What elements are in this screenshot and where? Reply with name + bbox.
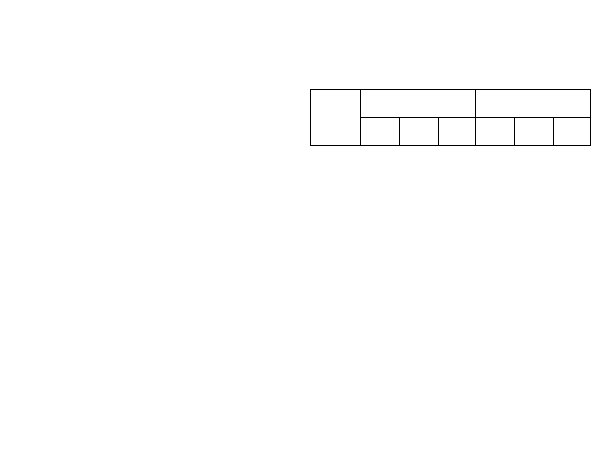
female-2015-header bbox=[514, 117, 554, 146]
unmarried-rate-line-chart bbox=[0, 82, 306, 428]
sub-header-row bbox=[311, 117, 591, 146]
corner-cell bbox=[310, 89, 361, 146]
age-table-section bbox=[310, 84, 596, 146]
unmarried-rate-chart-section bbox=[0, 82, 306, 428]
page-title bbox=[8, 0, 598, 31]
male-2015-header bbox=[399, 117, 439, 146]
age-comparison-table bbox=[310, 89, 591, 146]
female-diff-header bbox=[553, 117, 591, 146]
female-group-header bbox=[475, 89, 591, 118]
title-line-1 bbox=[8, 0, 598, 31]
male-group-header bbox=[360, 89, 476, 118]
female-2010-header bbox=[475, 117, 515, 146]
group-header-row bbox=[310, 89, 591, 146]
male-diff-header bbox=[438, 117, 476, 146]
male-2010-header bbox=[360, 117, 400, 146]
